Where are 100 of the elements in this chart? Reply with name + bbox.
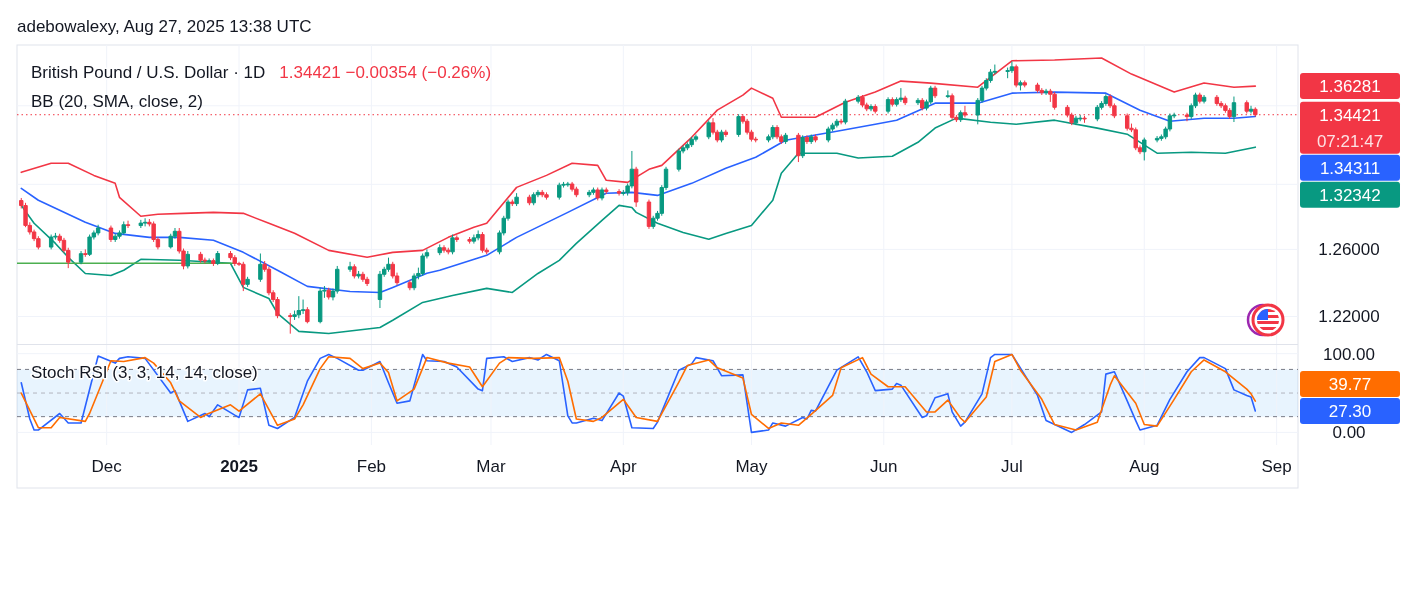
candlestick bbox=[360, 271, 366, 283]
candlestick bbox=[1103, 93, 1109, 107]
x-tick-label: Dec bbox=[91, 457, 123, 476]
candlestick bbox=[317, 287, 323, 324]
candlestick bbox=[774, 124, 780, 140]
candlestick bbox=[531, 191, 536, 206]
text: 1.34311 bbox=[1319, 158, 1381, 178]
candlestick bbox=[633, 166, 639, 208]
candlestick bbox=[898, 87, 904, 103]
candlestick bbox=[113, 233, 118, 243]
candlestick bbox=[676, 148, 682, 173]
candlestick bbox=[446, 247, 451, 255]
candlestick bbox=[78, 250, 84, 265]
candlestick bbox=[1052, 91, 1057, 111]
candlestick bbox=[1227, 107, 1232, 120]
candlestick bbox=[646, 199, 652, 230]
candlestick bbox=[843, 98, 848, 125]
candlestick bbox=[211, 257, 216, 267]
text: 39.77 bbox=[1328, 374, 1372, 394]
candlestick bbox=[860, 94, 865, 108]
candlestick bbox=[527, 194, 532, 206]
x-tick-label: Jul bbox=[1001, 457, 1023, 476]
y-tick-label: 0.00 bbox=[1332, 423, 1366, 443]
x-tick-label: Sep bbox=[1261, 457, 1292, 476]
text: BB (20, SMA, close, 2) bbox=[31, 92, 203, 111]
candlestick bbox=[591, 187, 596, 196]
x-tick-label: Jun bbox=[870, 457, 898, 476]
text: British Pound / U.S. Dollar · 1D bbox=[31, 63, 266, 82]
candlestick bbox=[796, 132, 801, 163]
text: 27.30 bbox=[1328, 401, 1372, 421]
candlestick bbox=[1197, 92, 1202, 104]
candlestick bbox=[1248, 105, 1254, 114]
candlestick bbox=[873, 103, 878, 114]
ref-line-label: 1.34421 bbox=[1319, 105, 1381, 125]
candlestick bbox=[800, 134, 805, 159]
candlestick bbox=[347, 261, 353, 273]
candlestick bbox=[920, 97, 925, 111]
x-tick-label: 2025 bbox=[220, 457, 258, 476]
candlestick bbox=[565, 181, 571, 188]
candlestick bbox=[838, 118, 844, 125]
candlestick bbox=[138, 219, 144, 229]
candlestick bbox=[510, 199, 515, 207]
candlestick bbox=[296, 295, 302, 319]
candlestick bbox=[1022, 79, 1027, 88]
candlestick bbox=[1214, 94, 1220, 107]
candlestick bbox=[326, 287, 331, 301]
candlestick bbox=[215, 250, 220, 266]
candlestick bbox=[770, 124, 775, 140]
candlestick bbox=[826, 126, 831, 143]
candlestick bbox=[915, 97, 921, 106]
candlestick bbox=[783, 132, 788, 145]
candlestick bbox=[932, 85, 938, 99]
candlestick bbox=[616, 188, 622, 197]
candlestick bbox=[685, 141, 690, 151]
y-tick-label: 1.22000 bbox=[1318, 307, 1380, 327]
candlestick bbox=[352, 263, 357, 279]
candlestick bbox=[454, 234, 460, 243]
candlestick bbox=[1231, 96, 1237, 123]
candlestick bbox=[651, 215, 656, 230]
candlestick bbox=[1078, 114, 1083, 122]
candlestick bbox=[241, 261, 246, 292]
candlestick bbox=[206, 257, 212, 264]
candlestick bbox=[198, 251, 203, 264]
text: adebowalexy, Aug 27, 2025 13:38 UTC bbox=[17, 17, 312, 36]
candlestick bbox=[557, 182, 562, 201]
x-tick-label: May bbox=[735, 457, 768, 476]
candlestick bbox=[467, 236, 472, 245]
x-tick-label: Mar bbox=[476, 457, 506, 476]
candlestick bbox=[945, 89, 951, 99]
candlestick bbox=[471, 234, 477, 245]
text: 1.36281 bbox=[1319, 77, 1381, 97]
candlestick bbox=[407, 279, 413, 291]
annotation: 1.34421 −0.00354 (−0.26%) bbox=[279, 63, 492, 82]
candlestick bbox=[420, 253, 425, 277]
candlestick bbox=[1201, 94, 1207, 104]
candlestick bbox=[574, 186, 579, 198]
candlestick bbox=[868, 103, 874, 112]
candlestick bbox=[245, 276, 250, 288]
candlestick bbox=[855, 94, 861, 104]
candlestick bbox=[813, 133, 818, 143]
x-tick-label: Apr bbox=[610, 457, 637, 476]
candlestick bbox=[108, 225, 114, 243]
candlestick bbox=[834, 118, 840, 128]
candlestick bbox=[364, 276, 370, 287]
candlestick bbox=[689, 136, 694, 148]
candlestick bbox=[693, 133, 699, 143]
candlestick bbox=[475, 229, 481, 241]
candlestick bbox=[809, 133, 814, 145]
candlestick bbox=[890, 96, 895, 108]
x-tick-label: Feb bbox=[356, 457, 387, 476]
candlestick bbox=[441, 244, 447, 254]
y-tick-label: 100.00 bbox=[1323, 344, 1375, 364]
candlestick bbox=[411, 272, 417, 291]
candlestick bbox=[305, 306, 310, 324]
y-tick-label: 1.26000 bbox=[1318, 240, 1380, 260]
candlestick bbox=[586, 189, 592, 198]
candlestick bbox=[804, 134, 810, 145]
candlestick bbox=[87, 234, 92, 257]
candlestick bbox=[902, 95, 908, 106]
candlestick bbox=[604, 187, 609, 195]
